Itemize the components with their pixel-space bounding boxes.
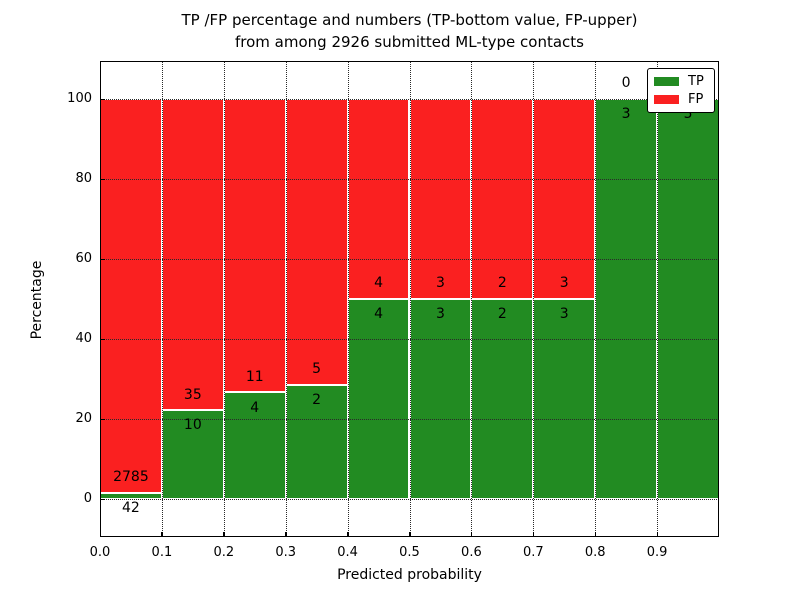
fp-count-label: 3 — [559, 275, 569, 292]
fp-count-label: 2785 — [113, 469, 149, 486]
x-tick-label: 0.3 — [275, 545, 297, 560]
tp-count-label: 5 — [683, 106, 693, 123]
grid-line-vertical — [347, 61, 349, 537]
tp-count-label: 10 — [183, 417, 202, 434]
grid-line-vertical — [595, 61, 597, 537]
tp-bar — [347, 299, 410, 499]
x-axis-tick — [347, 532, 349, 537]
chart-title: TP /FP percentage and numbers (TP-bottom… — [100, 9, 719, 53]
grid-line-vertical — [657, 61, 659, 537]
fp-count-label: 2 — [497, 275, 507, 292]
fp-count-label: 3 — [435, 275, 445, 292]
legend-item-fp: FP — [654, 93, 708, 106]
y-tick-label: 40 — [75, 331, 92, 346]
grid-line-vertical — [409, 61, 411, 537]
grid-line-vertical — [471, 61, 473, 537]
grid-line-vertical — [161, 61, 163, 537]
legend-label-fp: FP — [688, 91, 704, 107]
legend-swatch-tp-icon — [654, 77, 679, 87]
x-tick-label: 0.1 — [151, 545, 173, 560]
plot-area: 278542351011452443322330305 — [99, 61, 719, 537]
x-tick-label: 0.5 — [399, 545, 420, 560]
tp-count-label: 2 — [497, 306, 507, 323]
y-axis-tick — [100, 98, 105, 100]
y-tick-label: 80 — [75, 171, 92, 186]
fp-bar — [100, 99, 162, 494]
tp-count-label: 4 — [250, 399, 260, 416]
y-axis-label: Percentage — [29, 260, 45, 340]
tp-bar — [161, 410, 224, 499]
fp-count-label: 5 — [312, 361, 322, 378]
x-tick-label: 0.2 — [213, 545, 235, 560]
fp-count-label: 35 — [183, 386, 202, 403]
tp-count-label: 3 — [435, 306, 445, 323]
tp-count-label: 2 — [312, 391, 322, 408]
x-tick-label: 0.6 — [461, 545, 482, 560]
legend-swatch-fp-icon — [654, 94, 679, 104]
tp-bar — [471, 299, 534, 499]
x-tick-label: 0.9 — [646, 545, 668, 560]
x-axis-tick — [409, 532, 411, 537]
grid-line-vertical — [223, 61, 225, 537]
x-tick-label: 0.4 — [337, 545, 358, 560]
y-tick-label: 100 — [67, 91, 92, 106]
x-axis-tick — [285, 532, 287, 537]
y-tick-label: 20 — [75, 411, 92, 426]
tp-bar — [285, 384, 348, 499]
x-tick-label: 0.8 — [584, 545, 606, 560]
x-tick-label: 0.0 — [89, 545, 111, 560]
y-tick-label: 0 — [83, 491, 92, 506]
y-axis-tick — [100, 258, 105, 260]
chart-title-line1: TP /FP percentage and numbers (TP-bottom… — [181, 11, 638, 29]
tp-count-label: 3 — [559, 306, 569, 323]
x-axis-tick — [656, 532, 659, 537]
x-axis-tick — [161, 532, 163, 537]
fp-bar — [347, 99, 410, 299]
fp-count-label: 4 — [374, 275, 384, 292]
y-axis-tick — [100, 498, 105, 500]
tp-bar — [533, 299, 596, 499]
legend: TP FP — [647, 68, 715, 113]
fp-bar — [161, 99, 224, 411]
fp-count-label: 11 — [245, 368, 264, 385]
fp-bar — [285, 99, 348, 385]
tp-count-label: 3 — [621, 106, 631, 123]
fp-bar — [471, 99, 534, 299]
x-axis-tick — [532, 532, 535, 537]
fp-bar — [533, 99, 596, 299]
grid-line-vertical — [533, 61, 535, 537]
x-axis-label: Predicted probability — [337, 567, 482, 583]
legend-item-tp: TP — [654, 75, 708, 88]
tp-bar — [409, 299, 472, 499]
x-axis-tick — [470, 532, 473, 537]
tp-count-label: 42 — [122, 500, 140, 517]
x-axis-tick — [99, 532, 101, 537]
tp-bar — [657, 99, 719, 499]
chart-title-line2: from among 2926 submitted ML-type contac… — [235, 33, 584, 51]
legend-label-tp: TP — [688, 74, 704, 90]
y-axis-tick — [100, 178, 105, 180]
fp-bar — [223, 99, 286, 393]
y-tick-label: 60 — [75, 251, 92, 266]
grid-line-vertical — [285, 61, 287, 537]
fp-bar — [409, 99, 472, 299]
x-axis-tick — [223, 532, 225, 537]
tp-bar — [595, 99, 658, 499]
x-axis-tick — [594, 532, 597, 537]
y-axis-tick — [100, 338, 105, 340]
tp-count-label: 4 — [374, 306, 384, 323]
y-axis-tick — [100, 418, 105, 420]
fp-count-label: 0 — [621, 75, 631, 92]
x-tick-label: 0.7 — [522, 545, 544, 560]
